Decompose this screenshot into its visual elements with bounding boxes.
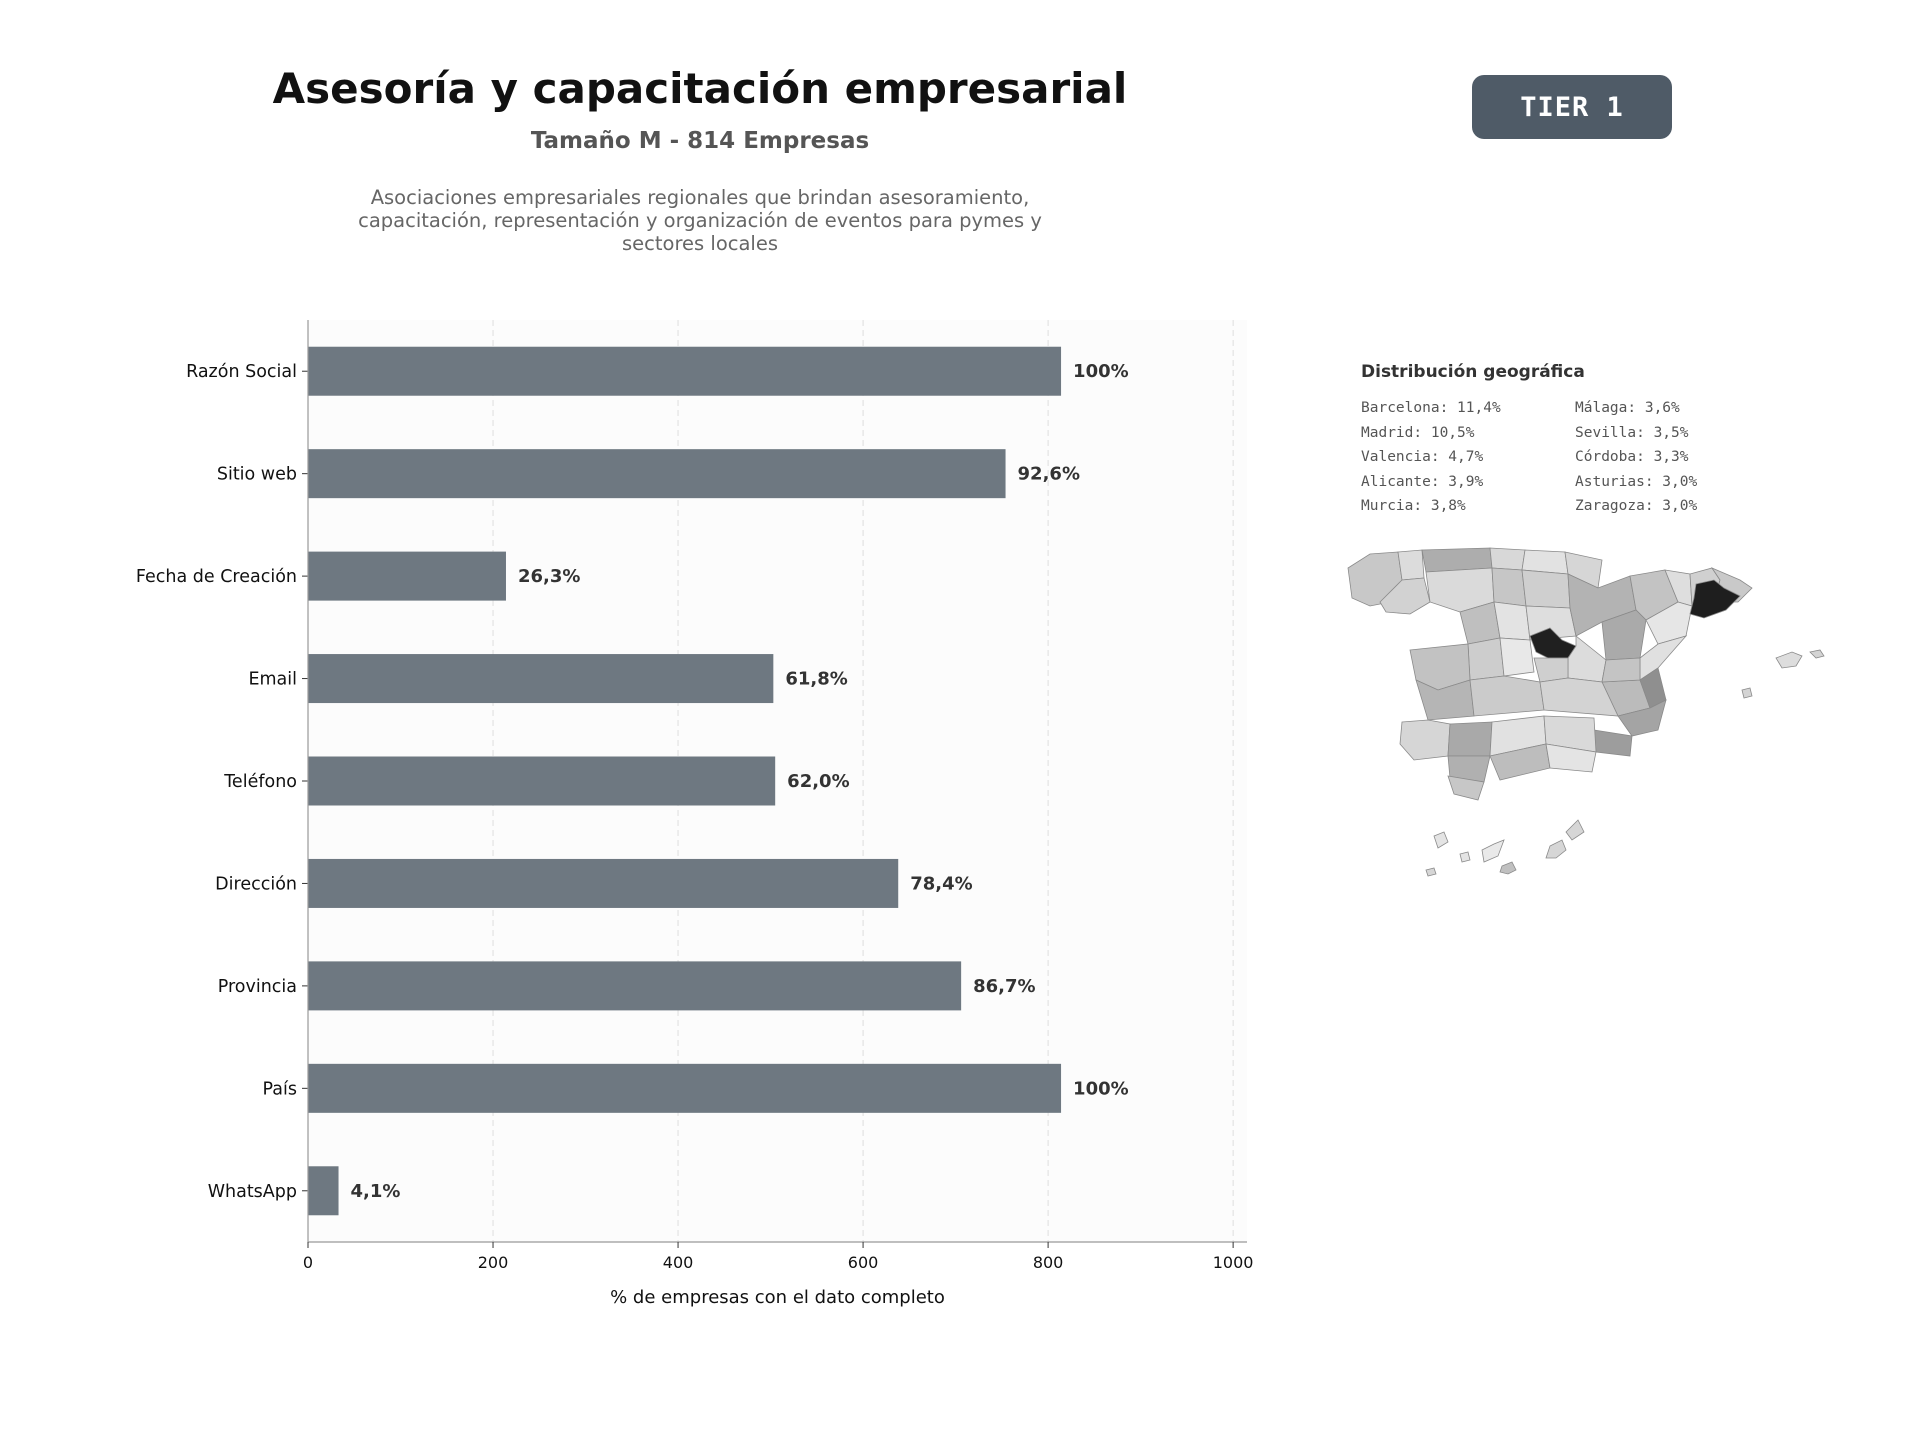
bar bbox=[308, 961, 962, 1011]
completeness-bar-chart: 100% Razón Social 92,6% Sitio web 26,3% Fecha… bbox=[136, 320, 1254, 1308]
x-tick-label: 400 bbox=[663, 1253, 694, 1272]
map-region bbox=[1397, 549, 1425, 581]
map-region bbox=[1459, 851, 1471, 863]
map-region bbox=[1489, 547, 1526, 571]
bar bbox=[308, 654, 774, 704]
geo-item: Madrid: 10,5% bbox=[1361, 424, 1475, 441]
y-tick-label: Sitio web bbox=[217, 465, 297, 485]
geo-item: Asturias: 3,0% bbox=[1575, 473, 1698, 490]
y-tick-label: Teléfono bbox=[223, 772, 297, 792]
bar-value-label: 78,4% bbox=[910, 873, 972, 894]
y-tick-label: Email bbox=[248, 670, 297, 690]
geo-item: Sevilla: 3,5% bbox=[1575, 424, 1689, 441]
map-region bbox=[1601, 609, 1647, 661]
map-region bbox=[1467, 637, 1505, 681]
x-tick-label: 600 bbox=[848, 1253, 879, 1272]
bar bbox=[308, 449, 1006, 499]
map-region bbox=[1565, 819, 1585, 841]
x-tick-label: 0 bbox=[303, 1253, 313, 1272]
bar-value-label: 86,7% bbox=[973, 976, 1035, 997]
y-tick-label: País bbox=[263, 1079, 297, 1099]
y-tick-label: Fecha de Creación bbox=[136, 567, 297, 587]
map-region bbox=[1601, 657, 1641, 683]
bar-value-label: 100% bbox=[1073, 1078, 1129, 1099]
geo-item: Barcelona: 11,4% bbox=[1361, 400, 1501, 416]
bar-value-label: 26,3% bbox=[518, 566, 580, 587]
geo-item: Alicante: 3,9% bbox=[1361, 473, 1484, 490]
map-region bbox=[1545, 743, 1597, 773]
bar bbox=[308, 551, 506, 601]
map-region bbox=[1521, 569, 1571, 609]
y-tick-label: Razón Social bbox=[186, 362, 297, 382]
map-region bbox=[1425, 867, 1437, 877]
bar bbox=[308, 858, 899, 908]
bar bbox=[308, 1166, 339, 1216]
bar bbox=[308, 1063, 1062, 1113]
map-region bbox=[1593, 729, 1633, 757]
bar bbox=[308, 346, 1062, 396]
geo-item: Zaragoza: 3,0% bbox=[1575, 498, 1698, 514]
map-region bbox=[1499, 861, 1517, 875]
map-region bbox=[1741, 687, 1753, 699]
geo-distribution-list: Barcelona: 11,4% Málaga: 3,6% Madrid: 10… bbox=[1361, 400, 1781, 514]
map-region bbox=[1545, 839, 1567, 859]
geo-distribution-title: Distribución geográfica bbox=[1361, 362, 1585, 382]
y-tick-label: WhatsApp bbox=[208, 1182, 297, 1202]
geo-item: Murcia: 3,8% bbox=[1361, 498, 1466, 514]
map-region bbox=[1639, 635, 1688, 681]
bar-value-label: 62,0% bbox=[787, 771, 849, 792]
x-axis-label: % de empresas con el dato completo bbox=[610, 1287, 945, 1308]
geo-item: Málaga: 3,6% bbox=[1575, 400, 1680, 416]
tier-badge: TIER 1 bbox=[1472, 75, 1672, 139]
map-region bbox=[1809, 649, 1825, 659]
map-region bbox=[1481, 839, 1505, 863]
x-tick-label: 1000 bbox=[1213, 1253, 1254, 1272]
bar-value-label: 100% bbox=[1073, 361, 1129, 382]
map-region bbox=[1491, 567, 1527, 607]
map-region bbox=[1433, 831, 1449, 849]
x-tick-label: 200 bbox=[478, 1253, 509, 1272]
map-region bbox=[1775, 651, 1803, 669]
bar bbox=[308, 756, 776, 806]
y-tick-label: Provincia bbox=[218, 977, 297, 997]
map-region bbox=[1539, 677, 1619, 717]
map-region bbox=[1567, 635, 1607, 683]
map-region bbox=[1447, 775, 1485, 801]
bar-value-label: 61,8% bbox=[785, 669, 847, 690]
map-region-barcelona bbox=[1689, 579, 1741, 619]
x-tick-label: 800 bbox=[1033, 1253, 1064, 1272]
map-region bbox=[1469, 675, 1545, 717]
page-subtitle: Tamaño M - 814 Empresas bbox=[530, 128, 870, 154]
page-description: Asociaciones empresariales regionales qu… bbox=[358, 186, 1042, 255]
page-title: Asesoría y capacitación empresarial bbox=[272, 64, 1128, 113]
bar-value-label: 4,1% bbox=[351, 1181, 401, 1202]
geo-item: Valencia: 4,7% bbox=[1361, 449, 1484, 465]
map-region bbox=[1493, 601, 1531, 641]
geo-item: Córdoba: 3,3% bbox=[1575, 449, 1689, 465]
bar-value-label: 92,6% bbox=[1018, 464, 1080, 485]
map-region bbox=[1447, 721, 1493, 757]
map-region bbox=[1399, 719, 1451, 761]
y-tick-label: Dirección bbox=[215, 874, 297, 894]
spain-province-map bbox=[1347, 547, 1825, 877]
map-region bbox=[1617, 699, 1667, 737]
map-region bbox=[1499, 637, 1535, 677]
